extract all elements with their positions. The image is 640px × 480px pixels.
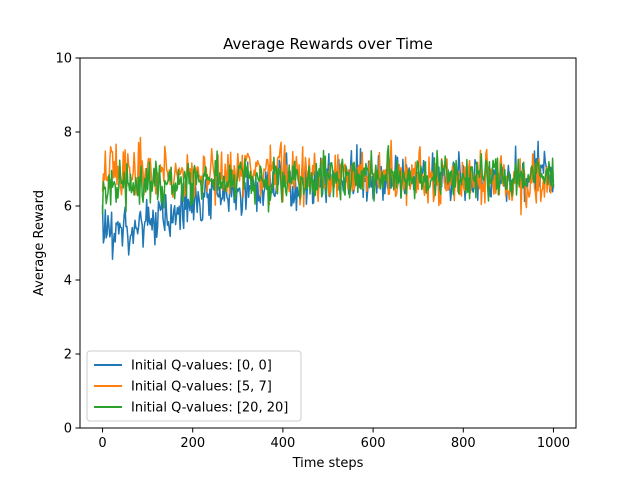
legend: Initial Q-values: [0, 0] Initial Q-value…	[86, 350, 302, 422]
y-axis-ticks: 0 2 4 6 8 10	[55, 52, 80, 437]
chart-title: Average Rewards over Time	[223, 35, 433, 53]
x-axis-ticks: 0 200 400 600 800 1000	[98, 428, 570, 451]
x-tick-label: 800	[451, 436, 476, 451]
y-tick-label: 8	[64, 126, 72, 141]
x-tick-label: 400	[270, 436, 295, 451]
x-axis-label: Time steps	[292, 456, 364, 471]
x-tick-label: 1000	[537, 436, 570, 451]
series-line-2	[101, 144, 555, 215]
legend-label-0: Initial Q-values: [0, 0]	[131, 359, 272, 374]
y-tick-label: 6	[64, 200, 72, 215]
y-tick-label: 4	[64, 274, 72, 289]
y-axis-label: Average Reward	[32, 190, 47, 296]
legend-label-2: Initial Q-values: [20, 20]	[131, 401, 288, 416]
x-tick-label: 600	[361, 436, 386, 451]
x-tick-label: 200	[180, 436, 205, 451]
x-tick-label: 0	[98, 436, 106, 451]
plot-area-frame	[79, 57, 577, 429]
y-tick-label: 10	[55, 52, 72, 67]
y-tick-label: 0	[64, 422, 72, 437]
legend-label-1: Initial Q-values: [5, 7]	[131, 380, 272, 395]
legend-box	[86, 350, 302, 422]
y-tick-label: 2	[64, 348, 72, 363]
series-lines	[101, 136, 555, 260]
